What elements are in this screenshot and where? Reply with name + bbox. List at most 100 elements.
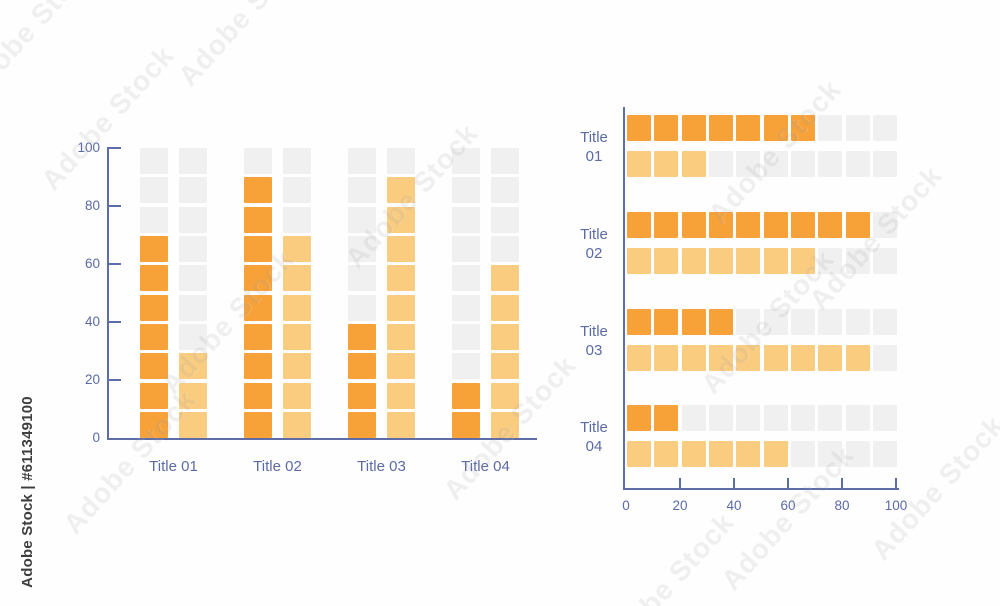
value-segment: [627, 440, 651, 467]
adobe-stock-watermark-tile: Adobe Stock: [803, 159, 949, 316]
value-segment: [845, 212, 870, 238]
value-segment: [244, 177, 272, 204]
value-segment: [348, 382, 376, 409]
track-segment: [818, 115, 843, 141]
value-segment: [491, 294, 519, 321]
value-segment: [654, 440, 679, 467]
value-segment: [818, 212, 843, 238]
column-group: [452, 148, 519, 438]
track-segment: [818, 309, 843, 335]
value-segment: [348, 411, 376, 438]
track-segment: [790, 405, 815, 431]
bar-row-dark-orange: [627, 309, 897, 335]
value-segment: [763, 440, 788, 467]
stock-id-watermark: Adobe Stock | #611349100: [19, 396, 36, 588]
column-chart-x-axis-line: [107, 438, 537, 440]
value-segment: [244, 294, 272, 321]
track-segment: [872, 440, 897, 467]
y-axis-tick-label: 100: [77, 140, 100, 155]
value-segment: [140, 323, 168, 350]
value-segment: [708, 115, 733, 141]
value-segment: [708, 247, 733, 274]
track-segment: [708, 150, 733, 177]
column-chart-y-axis-line: [107, 147, 109, 440]
column-group: [348, 148, 415, 438]
track-segment: [140, 148, 168, 174]
track-segment: [179, 177, 207, 204]
value-segment: [387, 411, 415, 438]
value-segment: [681, 212, 706, 238]
value-segment: [244, 265, 272, 292]
y-axis-tick-label: 80: [84, 198, 100, 213]
track-segment: [736, 150, 761, 177]
value-segment: [491, 323, 519, 350]
value-segment: [452, 411, 480, 438]
track-segment: [818, 247, 843, 274]
value-segment: [387, 235, 415, 262]
adobe-stock-watermark-tile: Adobe Stock: [0, 0, 102, 106]
track-segment: [845, 440, 870, 467]
value-segment: [140, 353, 168, 380]
value-segment: [736, 247, 761, 274]
value-segment: [681, 115, 706, 141]
track-segment: [872, 247, 897, 274]
track-segment: [348, 294, 376, 321]
value-segment: [708, 212, 733, 238]
value-segment: [387, 353, 415, 380]
column-light-orange: [283, 148, 311, 438]
column-category-label: Title 03: [357, 458, 406, 475]
x-axis-tick-label: 20: [672, 498, 688, 513]
value-segment: [387, 323, 415, 350]
value-segment: [627, 405, 651, 431]
value-segment: [387, 206, 415, 233]
value-segment: [140, 265, 168, 292]
column-group: [244, 148, 311, 438]
track-segment: [491, 148, 519, 174]
value-segment: [491, 382, 519, 409]
value-segment: [387, 294, 415, 321]
track-segment: [348, 148, 376, 174]
value-segment: [140, 235, 168, 262]
value-segment: [681, 247, 706, 274]
value-segment: [708, 344, 733, 371]
column-group: [140, 148, 207, 438]
bar-row-dark-orange: [627, 212, 897, 238]
y-axis-tick-label: 20: [84, 372, 100, 387]
track-segment: [140, 177, 168, 204]
adobe-stock-watermark-tile: Adobe Stock: [172, 0, 318, 92]
value-segment: [140, 382, 168, 409]
value-segment: [348, 323, 376, 350]
column-light-orange: [491, 148, 519, 438]
value-segment: [244, 411, 272, 438]
value-segment: [179, 411, 207, 438]
column-category-label: Title 01: [149, 458, 198, 475]
value-segment: [654, 212, 679, 238]
bar-category-label: Title 03: [580, 323, 608, 359]
track-segment: [452, 177, 480, 204]
bar-chart-y-axis-line: [623, 107, 625, 490]
track-segment: [452, 265, 480, 292]
value-segment: [244, 353, 272, 380]
value-segment: [736, 344, 761, 371]
value-segment: [654, 115, 679, 141]
value-segment: [818, 344, 843, 371]
value-segment: [708, 309, 733, 335]
track-segment: [452, 294, 480, 321]
y-axis-tick: [109, 263, 121, 265]
y-axis-tick-label: 40: [84, 314, 100, 329]
value-segment: [179, 353, 207, 380]
value-segment: [654, 150, 679, 177]
track-segment: [872, 344, 897, 371]
y-axis-tick-label: 60: [84, 256, 100, 271]
value-segment: [140, 411, 168, 438]
track-segment: [872, 309, 897, 335]
track-segment: [452, 235, 480, 262]
column-dark-orange: [244, 148, 272, 438]
x-axis-tick-label: 60: [780, 498, 796, 513]
value-segment: [790, 212, 815, 238]
column-category-label: Title 04: [461, 458, 510, 475]
value-segment: [387, 382, 415, 409]
value-segment: [627, 115, 651, 141]
track-segment: [348, 206, 376, 233]
